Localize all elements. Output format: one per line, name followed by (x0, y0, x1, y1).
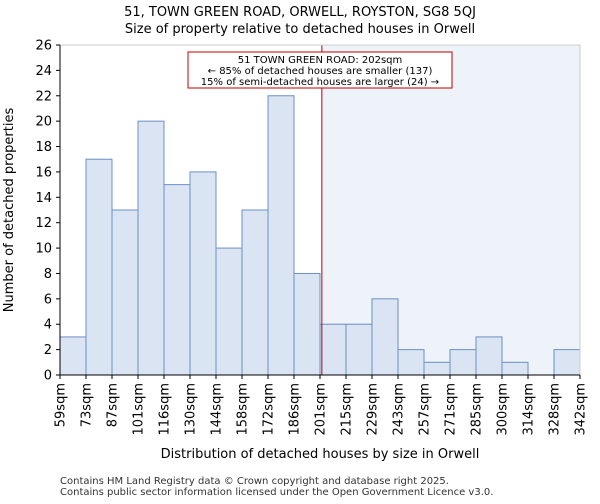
y-tick-label: 0 (44, 369, 52, 384)
x-tick-label: 300sqm (496, 383, 511, 436)
y-tick-label: 20 (35, 115, 52, 130)
histogram-bar (397, 349, 425, 376)
histogram-bar (241, 209, 269, 376)
histogram-bar (267, 95, 295, 376)
y-tick-label: 24 (35, 64, 52, 79)
x-tick-label: 158sqm (236, 383, 251, 436)
chart-title-line2: Size of property relative to detached ho… (125, 22, 475, 37)
x-tick-label: 130sqm (184, 383, 199, 436)
histogram-bar (85, 158, 113, 376)
x-tick-label: 116sqm (158, 383, 173, 436)
y-tick-label: 14 (35, 191, 52, 206)
x-tick-label: 328sqm (548, 383, 563, 436)
y-tick-label: 2 (44, 343, 52, 358)
annotation-line: 51 TOWN GREEN ROAD: 202sqm (238, 55, 403, 66)
x-tick-label: 243sqm (392, 383, 407, 436)
histogram-bar (163, 184, 191, 376)
y-tick-label: 18 (35, 140, 52, 155)
x-tick-label: 59sqm (54, 383, 69, 427)
y-tick-label: 22 (35, 89, 52, 104)
x-tick-label: 87sqm (106, 383, 121, 427)
footer-line2: Contains public sector information licen… (60, 487, 493, 498)
x-tick-label: 215sqm (340, 383, 355, 436)
x-tick-label: 172sqm (262, 383, 277, 436)
y-tick-label: 8 (44, 267, 52, 282)
x-tick-label: 73sqm (80, 383, 95, 427)
x-tick-label: 229sqm (366, 383, 381, 436)
x-axis-label: Distribution of detached houses by size … (161, 447, 480, 462)
y-tick-label: 26 (35, 39, 52, 54)
histogram-bar (449, 349, 477, 376)
x-tick-label: 186sqm (288, 383, 303, 436)
y-tick-label: 12 (35, 216, 52, 231)
histogram-bar (371, 298, 399, 376)
y-axis-label: Number of detached properties (2, 108, 17, 313)
histogram-bar (111, 209, 139, 376)
larger-region-shade (321, 45, 580, 375)
histogram-bar (293, 272, 321, 376)
histogram-bar (215, 247, 243, 376)
x-tick-label: 201sqm (314, 383, 329, 436)
histogram-bar (59, 336, 87, 376)
chart-title-line1: 51, TOWN GREEN ROAD, ORWELL, ROYSTON, SG… (124, 5, 476, 20)
histogram-bar (345, 323, 373, 376)
x-tick-label: 285sqm (470, 383, 485, 436)
y-tick-label: 16 (35, 165, 52, 180)
y-tick-label: 6 (44, 292, 52, 307)
histogram-bar (137, 120, 165, 376)
histogram-bar (501, 361, 529, 376)
x-tick-label: 144sqm (210, 383, 225, 436)
annotation-line: ← 85% of detached houses are smaller (13… (208, 66, 433, 77)
footer-line1: Contains HM Land Registry data © Crown c… (60, 476, 449, 487)
histogram-bar (475, 336, 503, 376)
histogram-bar (423, 361, 451, 376)
histogram-bar (189, 171, 217, 376)
y-tick-label: 4 (44, 318, 52, 333)
x-tick-label: 271sqm (444, 383, 459, 436)
y-tick-label: 10 (35, 242, 52, 257)
x-tick-label: 257sqm (418, 383, 433, 436)
x-tick-label: 101sqm (132, 383, 147, 436)
annotation-line: 15% of semi-detached houses are larger (… (201, 77, 439, 88)
x-tick-label: 342sqm (574, 383, 589, 436)
histogram-bar (319, 323, 347, 376)
x-tick-label: 314sqm (522, 383, 537, 436)
histogram-bar (553, 349, 581, 376)
annotation-box (187, 51, 453, 89)
